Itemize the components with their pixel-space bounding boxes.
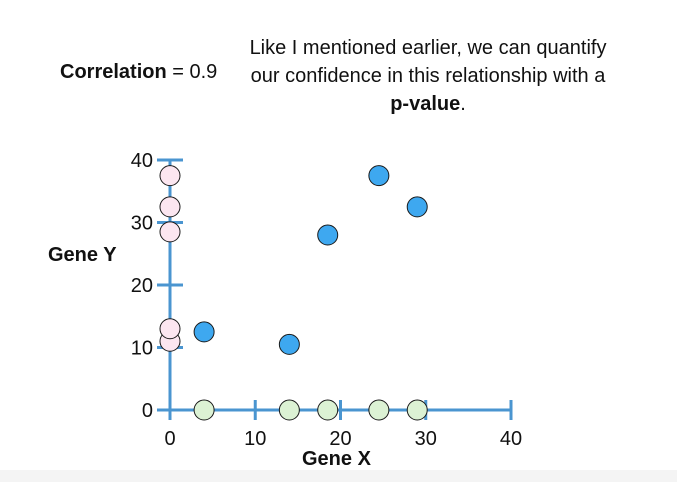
x-tick-label-30: 30: [415, 428, 437, 450]
y-tick-label-0: 0: [142, 400, 153, 422]
x-tick-label-20: 20: [329, 428, 351, 450]
series-1-point-3: [159, 196, 181, 218]
correlation-readout: Correlation = 0.9: [60, 61, 217, 84]
y-axis-label: Gene Y: [48, 244, 117, 266]
series-2-point-4: [406, 399, 428, 421]
series-0-point-0: [193, 321, 215, 343]
series-2-point-1: [278, 399, 300, 421]
narration-part1: Like I mentioned earlier, we can quantif…: [249, 37, 607, 87]
series-1-point-4: [159, 165, 181, 187]
narration-end: .: [460, 93, 466, 115]
tick-labels: 0 10 20 30 40 0 10 20 30 40: [131, 150, 522, 450]
correlation-value: 0.9: [189, 61, 218, 83]
series-2-point-3: [368, 399, 390, 421]
series-0-point-4: [406, 196, 428, 218]
y-tick-label-20: 20: [131, 275, 153, 297]
x-tick-label-10: 10: [244, 428, 266, 450]
y-tick-label-30: 30: [131, 213, 153, 235]
series-2-point-0: [193, 399, 215, 421]
narration-bold: p-value: [390, 93, 461, 115]
x-tick-label-40: 40: [500, 428, 522, 450]
x-axis-label: Gene X: [302, 448, 371, 470]
series-0-point-3: [368, 165, 390, 187]
series-1-point-2: [159, 221, 181, 243]
bottom-strip: [0, 470, 677, 482]
y-tick-label-40: 40: [131, 150, 153, 172]
correlation-equals: =: [172, 61, 184, 83]
x-tick-label-0: 0: [164, 428, 175, 450]
series-2-point-2: [317, 399, 339, 421]
narration-text: Like I mentioned earlier, we can quantif…: [248, 34, 608, 118]
axes: [157, 158, 513, 420]
series-0-point-1: [278, 333, 300, 355]
data-points: [159, 165, 428, 421]
y-tick-label-10: 10: [131, 338, 153, 360]
series-1-point-1: [159, 318, 181, 340]
series-0-point-2: [317, 224, 339, 246]
correlation-label: Correlation: [60, 61, 167, 83]
